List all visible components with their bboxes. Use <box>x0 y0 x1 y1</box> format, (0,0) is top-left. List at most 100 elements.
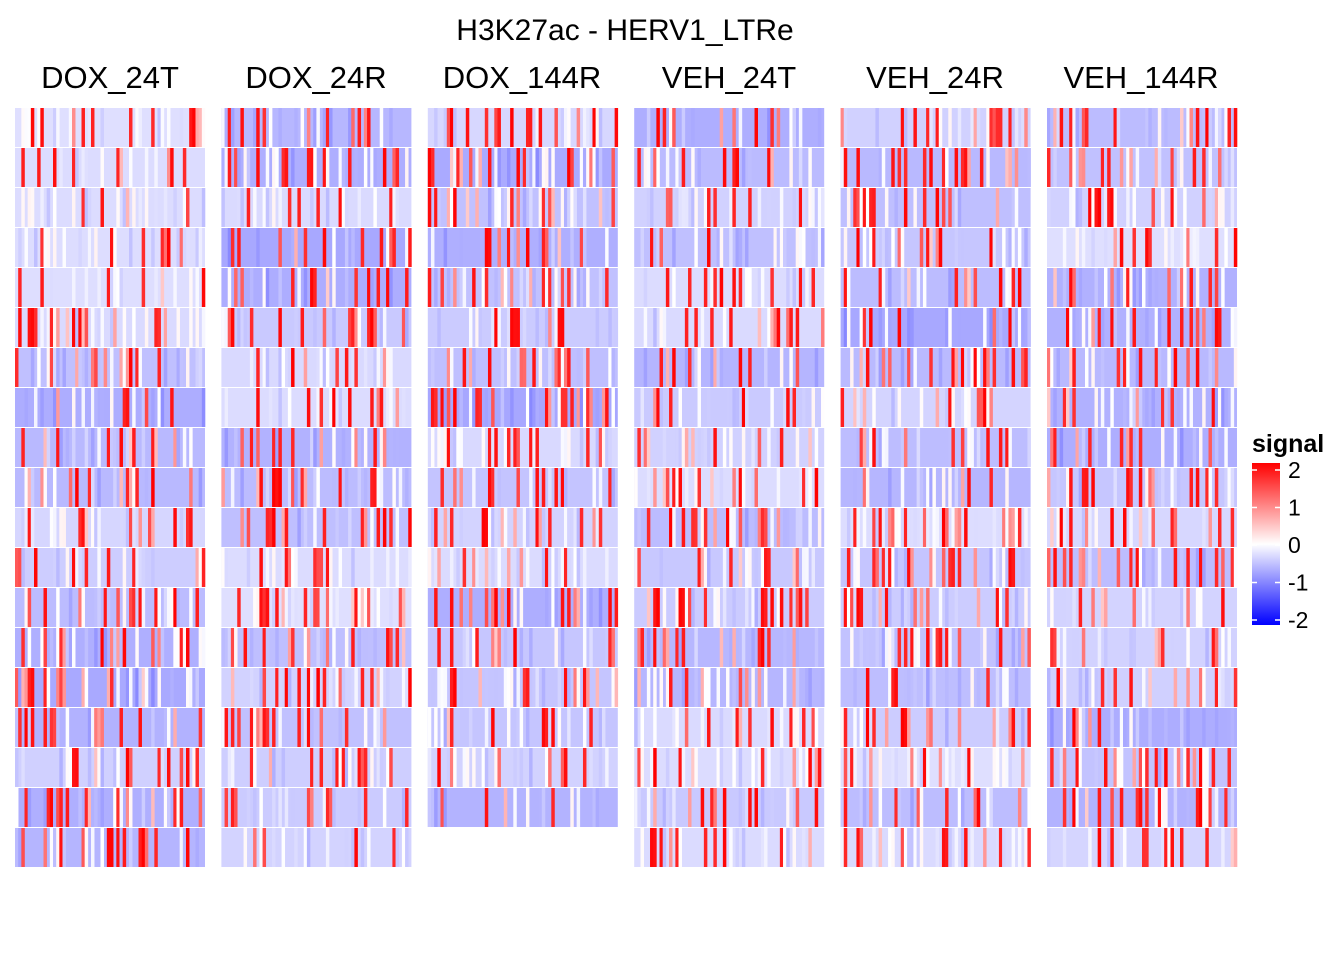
heatmap-cell <box>757 188 762 227</box>
heatmap-cell <box>459 268 463 307</box>
heatmap-cell <box>230 748 235 787</box>
heatmap-cell <box>386 668 390 707</box>
heatmap-cell <box>129 588 133 627</box>
heatmap-cell <box>541 268 546 307</box>
heatmap-cell <box>49 508 54 547</box>
heatmap-cell <box>401 668 406 707</box>
heatmap-cell <box>325 148 330 187</box>
heatmap-cell <box>935 628 940 667</box>
heatmap-cell <box>1205 468 1209 507</box>
heatmap-row <box>840 228 1031 267</box>
heatmap-cell <box>329 628 333 667</box>
heatmap-cell <box>551 188 555 227</box>
heatmap-cell <box>284 588 289 627</box>
heatmap-cell <box>1113 748 1117 787</box>
heatmap-cell <box>773 228 777 267</box>
heatmap-cell <box>538 508 543 547</box>
heatmap-cell <box>872 428 876 467</box>
heatmap-cell <box>922 148 927 187</box>
heatmap-cell <box>135 668 139 707</box>
heatmap-cell <box>1202 508 1206 547</box>
heatmap-cell <box>459 228 463 267</box>
heatmap-cell <box>846 268 851 307</box>
heatmap-cell <box>430 228 435 267</box>
heatmap-cell <box>798 148 803 187</box>
heatmap-cell <box>1138 428 1143 467</box>
heatmap-row <box>15 188 206 227</box>
heatmap-cell <box>138 348 142 387</box>
heatmap-cell <box>363 508 368 547</box>
heatmap-cell <box>129 668 133 707</box>
heatmap-cell <box>869 788 873 827</box>
heatmap-cell <box>151 108 155 147</box>
heatmap-cell <box>903 668 908 707</box>
heatmap-cell <box>253 188 257 227</box>
heatmap-cell <box>363 628 368 667</box>
heatmap-cell <box>278 708 282 747</box>
heatmap-cell <box>30 348 35 387</box>
heatmap-cell <box>563 508 568 547</box>
heatmap-cell <box>767 708 771 747</box>
heatmap-cell <box>1230 468 1235 507</box>
heatmap-cell <box>1173 468 1178 507</box>
heatmap-cell <box>1069 468 1073 507</box>
heatmap-cell <box>688 588 692 627</box>
heatmap-cell <box>872 228 876 267</box>
heatmap-cell <box>684 348 689 387</box>
heatmap-cell <box>1011 268 1016 307</box>
heatmap-cell <box>84 628 89 667</box>
heatmap-cell <box>1176 468 1181 507</box>
heatmap-cell <box>764 348 768 387</box>
heatmap-cell <box>954 508 959 547</box>
heatmap-row <box>15 668 205 707</box>
heatmap-cell <box>713 588 717 627</box>
heatmap-cell <box>408 668 412 707</box>
heatmap-row <box>634 548 825 587</box>
heatmap-cell <box>751 628 755 667</box>
heatmap-cell <box>1205 788 1209 827</box>
heatmap-cell <box>1094 748 1098 787</box>
heatmap-cell <box>27 708 32 747</box>
heatmap-cell <box>1027 308 1031 347</box>
heatmap-cell <box>30 708 35 747</box>
heatmap-cell <box>672 788 676 827</box>
heatmap-cell <box>1142 748 1146 787</box>
heatmap-cell <box>884 508 889 547</box>
heatmap-cell <box>357 588 362 627</box>
heatmap-cell <box>1195 268 1200 307</box>
heatmap-cell <box>325 828 330 867</box>
heatmap-cell <box>929 548 933 587</box>
heatmap-cell <box>646 188 651 227</box>
heatmap-row <box>1047 268 1237 307</box>
heatmap-cell <box>541 228 546 267</box>
heatmap-cell <box>1113 308 1117 347</box>
heatmap-cell <box>335 348 339 387</box>
heatmap-cell <box>814 428 819 467</box>
heatmap-cell <box>56 348 60 387</box>
heatmap-cell <box>138 108 142 147</box>
heatmap-cell <box>144 188 149 227</box>
heatmap-cell <box>973 548 978 587</box>
heatmap-cell <box>1148 668 1152 707</box>
heatmap-cell <box>249 428 254 467</box>
heatmap-cell <box>805 268 809 307</box>
heatmap-cell <box>363 148 368 187</box>
heatmap-cell <box>576 348 581 387</box>
heatmap-cell <box>694 668 698 707</box>
heatmap-cell <box>316 388 320 427</box>
heatmap-cell <box>957 308 962 347</box>
heatmap-cell <box>100 788 104 827</box>
heatmap-cell <box>443 508 448 547</box>
heatmap-cell <box>922 268 927 307</box>
heatmap-cell <box>1056 748 1060 787</box>
heatmap-cell <box>291 268 295 307</box>
heatmap-cell <box>335 388 339 427</box>
heatmap-cell <box>1021 348 1025 387</box>
heatmap-cell <box>726 508 730 547</box>
heatmap-cell <box>659 668 663 707</box>
heatmap-cell <box>729 828 733 867</box>
heatmap-cell <box>1119 508 1124 547</box>
heatmap-cell <box>1129 668 1133 707</box>
heatmap-cell <box>18 668 22 707</box>
heatmap-cell <box>1081 148 1086 187</box>
